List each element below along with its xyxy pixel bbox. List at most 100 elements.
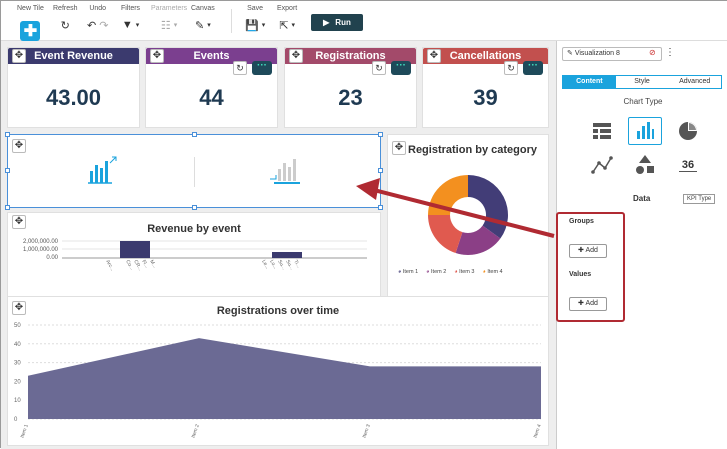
bar <box>120 241 150 258</box>
chevron-down-icon: ▾ <box>173 22 178 29</box>
kpi-tile-registrations[interactable]: Registrations ✥ ↻ ··· 23 <box>284 47 417 128</box>
export-icon: ⇱ <box>279 19 289 32</box>
run-label: Run <box>335 18 351 27</box>
table-chart-type-button[interactable] <box>585 117 619 145</box>
line-chart-type-button[interactable] <box>585 151 619 179</box>
refresh-icon[interactable]: ↻ <box>504 61 518 75</box>
more-options-icon[interactable]: ··· <box>523 61 543 75</box>
kpi-tile-events[interactable]: Events ✥ ↻ ··· 44 <box>145 47 278 128</box>
kpi-header: Event Revenue <box>8 48 139 64</box>
resize-handle[interactable] <box>378 168 383 173</box>
refresh-icon[interactable]: ↻ <box>372 61 386 75</box>
kpi-value: 44 <box>199 85 224 110</box>
move-icon[interactable]: ✥ <box>392 141 406 155</box>
hide-icon[interactable]: ⊘ <box>649 48 656 57</box>
x-tick: Item 3 <box>361 423 371 438</box>
filters-button[interactable]: ▼ ▾ <box>122 15 139 35</box>
line-chart-icon <box>591 156 613 174</box>
panel-tabs: Content Style Advanced <box>562 75 722 89</box>
run-button[interactable]: ▶ Run <box>311 14 363 31</box>
kpi-tile-cancellations[interactable]: Cancellations ✥ ↻ ··· 39 <box>422 47 549 128</box>
shapes-chart-type-button[interactable] <box>628 151 662 179</box>
values-label: Values <box>569 271 592 278</box>
parameters-button[interactable]: ☷ ▾ <box>161 15 177 35</box>
svg-text:Su...: Su... <box>284 259 294 271</box>
tab-advanced[interactable]: Advanced <box>679 78 711 85</box>
canvas-button[interactable]: ✎ ▾ <box>195 15 211 35</box>
svg-text:M...: M... <box>148 259 157 269</box>
visualization-name-field[interactable]: ✎ Visualization 8 <box>562 47 662 61</box>
table-icon <box>593 123 611 139</box>
resize-handle[interactable] <box>5 205 10 210</box>
parameters-label: Parameters <box>151 5 188 12</box>
add-value-button[interactable]: ✚ Add <box>569 297 607 311</box>
kpi-header: Cancellations <box>423 48 548 64</box>
export-group: Export ⇱ ▾ <box>277 5 297 35</box>
filter-icon: ▼ <box>121 19 133 31</box>
move-icon[interactable]: ✥ <box>289 49 303 63</box>
tab-content[interactable]: Content <box>563 76 616 88</box>
kpi-chart-type-button[interactable]: 36 <box>671 151 705 179</box>
resize-handle[interactable] <box>378 132 383 137</box>
export-button[interactable]: ⇱ ▾ <box>279 15 295 35</box>
resize-handle[interactable] <box>5 168 10 173</box>
x-tick: Item 4 <box>532 423 542 438</box>
groups-label: Groups <box>569 218 594 225</box>
registrations-over-time-tile[interactable]: ✥ Registrations over time 50 40 30 20 10 0 Ite… <box>7 296 549 446</box>
toolbar: New Tile ✚ Refresh ↻ Undo ↶ ↷ Filters ▼ ▾ … <box>1 1 727 41</box>
new-tile-button[interactable]: ✚ <box>20 21 41 41</box>
undo-icon[interactable]: ↶ <box>87 19 97 32</box>
plus-icon: ✚ <box>578 300 584 307</box>
save-button[interactable]: 💾 ▾ <box>245 15 265 35</box>
tab-style[interactable]: Style <box>634 78 650 85</box>
toolbar-divider <box>231 9 232 33</box>
filters-label: Filters <box>121 5 141 12</box>
undo-label: Undo <box>89 5 107 12</box>
redo-icon[interactable]: ↷ <box>99 19 109 32</box>
move-icon[interactable]: ✥ <box>12 301 26 315</box>
y-tick: 0.00 <box>46 255 58 261</box>
save-group: Save 💾 ▾ <box>245 5 265 35</box>
y-tick: 20 <box>14 379 21 385</box>
data-section-label: Data <box>633 194 651 203</box>
selected-visualization-tile[interactable]: ✥ <box>5 132 383 210</box>
bar-chart-type-button[interactable] <box>628 117 662 145</box>
chevron-down-icon: ▾ <box>291 22 295 29</box>
kpi-tile-event-revenue[interactable]: Event Revenue ✥ 43.00 <box>7 47 140 128</box>
legend-label: Item 1 <box>402 269 419 275</box>
pencil-icon: ✎ <box>567 50 573 57</box>
move-icon[interactable]: ✥ <box>150 49 164 63</box>
add-group-button[interactable]: ✚ Add <box>569 244 607 258</box>
refresh-button[interactable]: ↻ <box>61 15 70 35</box>
move-icon[interactable]: ✥ <box>427 49 441 63</box>
svg-text:Arc...: Arc... <box>104 259 115 272</box>
move-icon[interactable]: ✥ <box>12 215 26 229</box>
kpi-value: 23 <box>338 85 363 110</box>
more-vertical-icon[interactable]: ⋮ <box>665 47 675 58</box>
canvas-group: Canvas ✎ ▾ <box>191 5 215 35</box>
move-icon[interactable]: ✥ <box>12 139 26 153</box>
legend-item: ◕ Item 4 <box>482 269 502 275</box>
resize-handle[interactable] <box>378 205 383 210</box>
refresh-icon[interactable]: ↻ <box>233 61 247 75</box>
legend-marker-icon: ◕ <box>454 269 458 275</box>
resize-handle[interactable] <box>192 132 197 137</box>
resize-handle[interactable] <box>192 205 197 210</box>
more-options-icon[interactable]: ··· <box>391 61 411 75</box>
filters-group: Filters ▼ ▾ <box>121 5 140 35</box>
bar-chart-placeholder-icon <box>88 156 117 184</box>
properties-panel: ✎ Visualization 8 ⊘ ⋮ Content Style Adva… <box>556 41 727 449</box>
resize-handle[interactable] <box>5 132 10 137</box>
new-tile-group: New Tile ✚ <box>17 5 44 41</box>
legend-marker-icon: ◕ <box>398 269 402 275</box>
move-icon[interactable]: ✥ <box>12 49 26 63</box>
chevron-down-icon: ▾ <box>135 22 140 29</box>
pie-chart-type-button[interactable] <box>671 117 705 145</box>
tile-title: Revenue by event <box>147 223 241 235</box>
kpi-header: Registrations <box>285 48 416 64</box>
canvas-label: Canvas <box>191 5 215 12</box>
refresh-group: Refresh ↻ <box>53 5 78 35</box>
dashboard-canvas: Event Revenue ✥ 43.00 Events ✥ ↻ ··· 44 … <box>1 41 556 449</box>
tile-title: Registration by category <box>408 144 537 156</box>
more-options-icon[interactable]: ··· <box>252 61 272 75</box>
